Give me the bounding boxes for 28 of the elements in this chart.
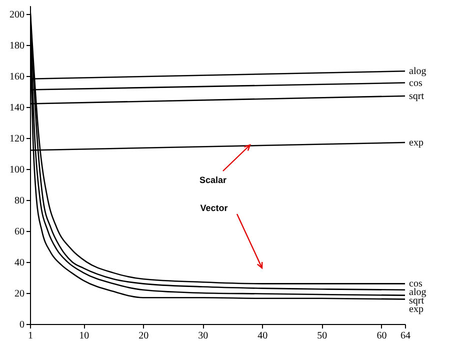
x-tick-label: 30	[198, 330, 208, 342]
series-label: alog	[409, 66, 426, 78]
series-label: exp	[409, 304, 424, 316]
y-tick-label: 140	[10, 102, 24, 114]
y-tick-label: 0	[20, 320, 24, 330]
y-tick-label: 20	[14, 288, 24, 300]
y-tick-label: 40	[14, 257, 24, 268]
x-tick-label: 10	[79, 330, 90, 342]
annotation: Scalar	[199, 175, 228, 185]
series-label: cos	[409, 78, 422, 89]
annotation: Vector	[200, 203, 228, 213]
y-tick-label: 100	[10, 164, 24, 176]
y-tick-label: 200	[10, 9, 24, 20]
x-tick-label: 64	[400, 330, 410, 342]
series-label: cos	[409, 278, 422, 290]
y-tick-label: 60	[14, 226, 24, 238]
series-label: exp	[409, 138, 424, 149]
x-tick-label: 20	[138, 330, 149, 342]
x-tick-label: 60	[376, 330, 387, 342]
y-tick-label: 180	[10, 40, 24, 52]
y-tick-label: 80	[14, 195, 24, 206]
y-tick-label: 120	[10, 133, 24, 144]
series-label: sqrt	[409, 90, 424, 102]
x-tick-label: 40	[258, 330, 268, 342]
series-label: alog	[409, 287, 426, 298]
x-tick-label: 1	[28, 330, 33, 342]
y-tick-label: 160	[10, 71, 24, 82]
x-tick-label: 50	[317, 330, 328, 342]
